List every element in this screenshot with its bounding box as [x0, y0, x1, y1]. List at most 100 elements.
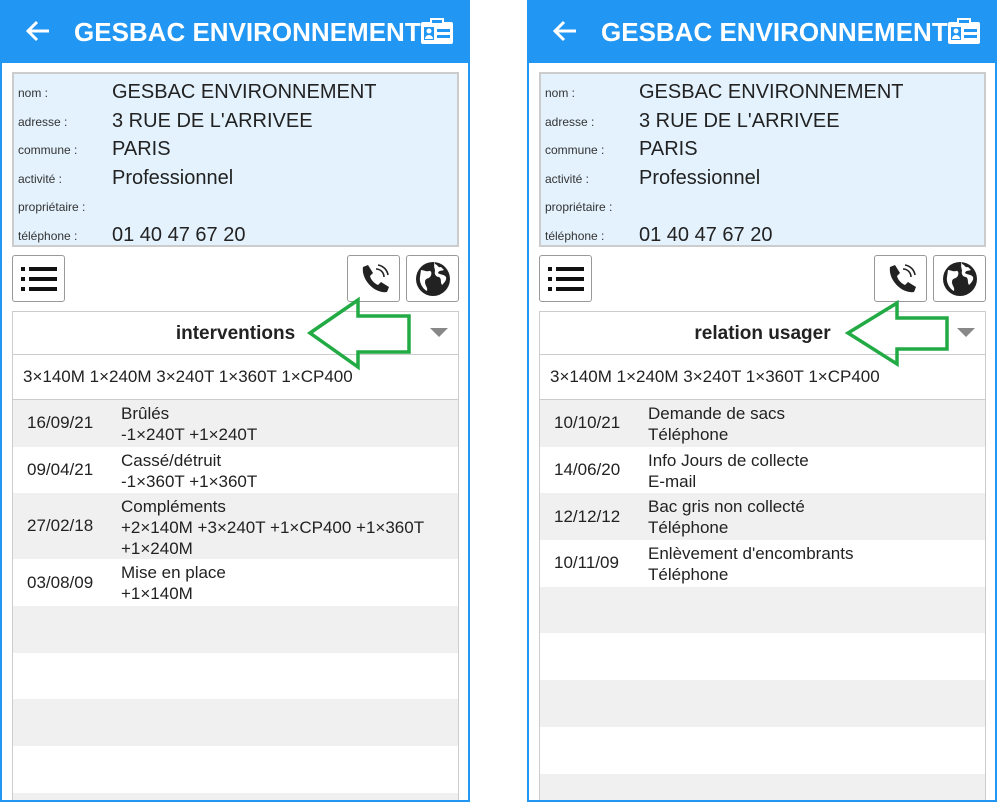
item-line: Enlèvement d'encombrants [648, 544, 854, 564]
bin-summary: 3×140M 1×240M 3×240T 1×360T 1×CP400 [539, 354, 986, 400]
item-details: Bac gris non collecté Téléphone [648, 493, 985, 538]
website-button[interactable] [406, 255, 459, 302]
item-line: Téléphone [648, 425, 729, 444]
call-button[interactable] [347, 255, 400, 302]
field-label: propriétaire : [545, 200, 613, 215]
arrow-left-icon [25, 20, 49, 42]
item-details: Demande de sacs Téléphone [648, 400, 985, 445]
item-line: Info Jours de collecte [648, 450, 809, 470]
item-line: +1×140M [121, 584, 193, 604]
list-button[interactable] [12, 255, 65, 302]
dropdown-selected-value: interventions [175, 323, 296, 344]
caret-down-icon [957, 328, 975, 337]
field-label: téléphone : [18, 229, 78, 243]
item-date: 14/06/20 [554, 460, 621, 480]
list-item[interactable]: 14/06/20 Info Jours de collecte E-mail [540, 447, 985, 494]
info-row: nom : GESBAC ENVIRONNEMENT [18, 76, 458, 104]
empty-list-row [540, 727, 985, 774]
item-details: Brûlés -1×240T +1×240T [121, 400, 458, 445]
item-line: -1×360T +1×360T [121, 471, 258, 491]
empty-list-row [540, 586, 985, 634]
list-icon [20, 266, 57, 291]
page-title: GESBAC ENVIRONNEMENT [601, 17, 948, 47]
app-bar: GESBAC ENVIRONNEMENT [2, 0, 468, 63]
info-row: téléphone : 01 40 47 67 20 [545, 219, 985, 247]
phone-icon [889, 263, 916, 292]
item-line: -1×240T +1×240T [121, 425, 258, 444]
field-value: 3 RUE DE L'ARRIVEE [112, 109, 313, 132]
info-row: activité : Professionnel [545, 162, 985, 190]
item-date: 12/12/12 [554, 506, 621, 526]
list-item[interactable]: 16/09/21 Brûlés -1×240T +1×240T [13, 400, 458, 447]
contact-card-button[interactable] [420, 18, 454, 45]
empty-list-row [13, 606, 458, 653]
empty-list-row [13, 792, 458, 800]
dropdown-selected-value: relation usager [694, 323, 831, 344]
item-line: Cassé/détruit [121, 450, 222, 470]
list-item[interactable]: 09/04/21 Cassé/détruit -1×360T +1×360T [13, 447, 458, 494]
field-value: 01 40 47 67 20 [112, 224, 246, 246]
info-row: adresse : 3 RUE DE L'ARRIVEE [18, 105, 458, 133]
item-date: 10/10/21 [554, 413, 621, 433]
field-value: PARIS [639, 138, 698, 161]
item-date: 27/02/18 [27, 516, 94, 536]
item-line: +1×240M [121, 539, 193, 559]
section-dropdown[interactable]: relation usager [539, 311, 986, 355]
item-details: Enlèvement d'encombrants Téléphone [648, 540, 985, 585]
back-button[interactable] [551, 16, 579, 46]
list-button[interactable] [539, 255, 592, 302]
contact-card-button[interactable] [947, 18, 981, 45]
item-line: +2×140M +3×240T +1×CP400 +1×360T [121, 518, 425, 538]
info-row: commune : PARIS [18, 133, 458, 161]
item-date: 10/11/09 [554, 553, 619, 573]
item-line: Demande de sacs [648, 404, 786, 423]
item-line: Bac gris non collecté [648, 497, 805, 517]
info-row: adresse : 3 RUE DE L'ARRIVEE [545, 105, 985, 133]
website-button[interactable] [933, 255, 986, 302]
contact-card-icon [948, 18, 980, 44]
arrow-left-icon [552, 20, 576, 42]
field-value: PARIS [112, 138, 171, 161]
call-button[interactable] [874, 255, 927, 302]
history-list: 16/09/21 Brûlés -1×240T +1×240T 09/04/21 Cas… [12, 400, 459, 800]
empty-list-row [13, 699, 458, 747]
list-item[interactable]: 12/12/12 Bac gris non collecté Téléphone [540, 493, 985, 541]
list-icon [547, 266, 584, 291]
info-panel: nom : GESBAC ENVIRONNEMENT adresse : 3 RUE … [539, 72, 986, 247]
empty-list-row [540, 773, 985, 800]
field-label: activité : [545, 171, 590, 186]
empty-list-row [13, 746, 458, 793]
section-dropdown[interactable]: interventions [12, 311, 459, 355]
field-value: GESBAC ENVIRONNEMENT [112, 81, 377, 103]
item-date: 09/04/21 [27, 460, 94, 480]
item-date: 03/08/09 [27, 572, 94, 592]
field-label: commune : [18, 143, 78, 158]
list-item[interactable]: 27/02/18 Compléments +2×140M +3×240T +1×CP… [13, 493, 458, 560]
app-bar: GESBAC ENVIRONNEMENT [529, 0, 995, 63]
item-line: Téléphone [648, 565, 729, 585]
item-line: E-mail [648, 471, 697, 491]
field-label: adresse : [18, 114, 68, 129]
field-label: activité : [18, 171, 63, 186]
field-label: téléphone : [545, 229, 605, 243]
item-details: Info Jours de collecte E-mail [648, 447, 985, 492]
item-details: Cassé/détruit -1×360T +1×360T [121, 447, 458, 492]
field-label: adresse : [545, 114, 595, 129]
info-row: activité : Professionnel [18, 162, 458, 190]
empty-list-row [540, 680, 985, 727]
item-line: Téléphone [648, 518, 729, 538]
info-row: propriétaire : [545, 190, 985, 218]
field-value: 01 40 47 67 20 [639, 224, 773, 246]
list-item[interactable]: 03/08/09 Mise en place +1×140M [13, 559, 458, 606]
field-label: commune : [545, 143, 605, 158]
phone-screen: GESBAC ENVIRONNEMENT nom : GESBAC ENVIRONN… [0, 0, 470, 802]
list-item[interactable]: 10/10/21 Demande de sacs Téléphone [540, 400, 985, 447]
item-details: Compléments +2×140M +3×240T +1×CP400 +1×3… [121, 493, 458, 559]
list-item[interactable]: 10/11/09 Enlèvement d'encombrants Téléphon… [540, 540, 985, 587]
page-title: GESBAC ENVIRONNEMENT [74, 17, 421, 47]
field-value: Professionnel [112, 166, 234, 189]
history-list: 10/10/21 Demande de sacs Téléphone 14/06/20… [539, 400, 986, 800]
back-button[interactable] [24, 16, 52, 46]
bin-summary: 3×140M 1×240M 3×240T 1×360T 1×CP400 [12, 354, 459, 400]
item-line: Mise en place [121, 563, 226, 583]
